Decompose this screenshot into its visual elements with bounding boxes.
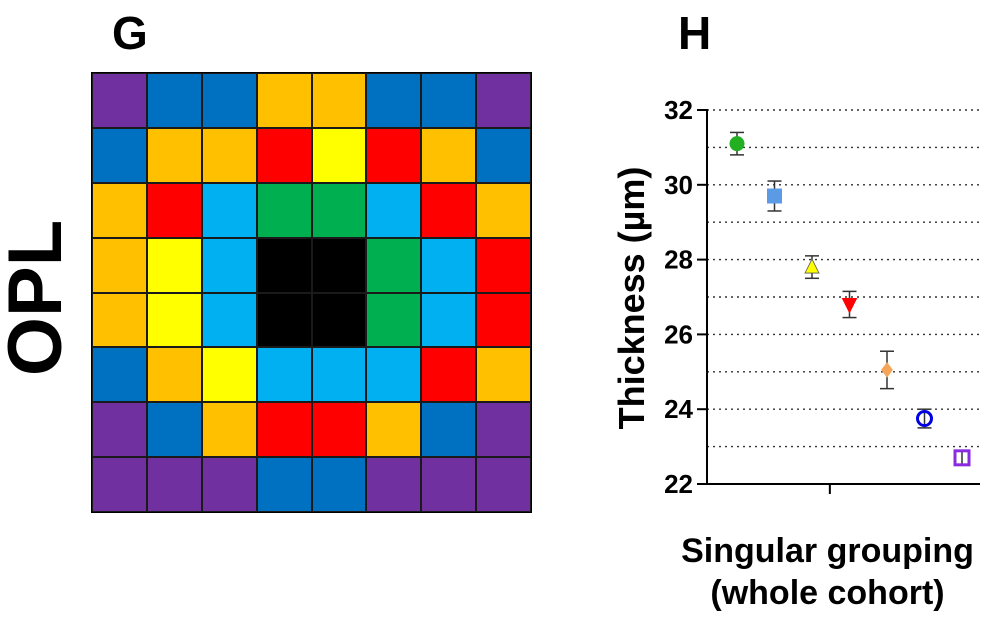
data-point-7: [953, 449, 971, 467]
grid-cell-r3-c3: [201, 182, 257, 238]
grid-cell-r3-c7: [421, 182, 477, 238]
grid-cell-r6-c7: [421, 347, 477, 403]
grid-cell-r4-c7: [421, 237, 477, 293]
grid-cell-r8-c2: [146, 457, 202, 512]
y-tick-label-28: 28: [664, 245, 693, 275]
grid-cell-r5-c3: [201, 292, 257, 348]
data-point-4: [841, 297, 858, 314]
grid-cell-r7-c5: [311, 402, 367, 458]
grid-cell-r2-c3: [201, 127, 257, 183]
grid-cell-r2-c5: [311, 127, 367, 183]
grid-cell-r6-c4: [256, 347, 312, 403]
grid-cell-r4-c4: [256, 237, 312, 293]
grid-cell-r4-c8: [476, 237, 531, 293]
grid-cell-r2-c2: [146, 127, 202, 183]
grid-cell-r4-c6: [366, 237, 422, 293]
grid-cell-r8-c8: [476, 457, 531, 512]
y-tick-label-26: 26: [664, 319, 693, 349]
data-point-6: [916, 410, 933, 428]
grid-cell-r5-c8: [476, 292, 531, 348]
grid-cell-r7-c1: [92, 402, 147, 458]
grid-cell-r1-c6: [366, 73, 422, 128]
grid-cell-r1-c1: [92, 73, 147, 128]
data-point-1: [729, 136, 745, 152]
grid-cell-r7-c4: [256, 402, 312, 458]
data-points: [729, 131, 971, 467]
grid-cell-r7-c7: [421, 402, 477, 458]
grid-cell-r7-c2: [146, 402, 202, 458]
y-tick-label-30: 30: [664, 170, 693, 200]
grid-cell-r6-c6: [366, 347, 422, 403]
layer-label: OPL: [0, 219, 78, 377]
y-tick-label-22: 22: [664, 469, 693, 499]
grid-cell-r6-c2: [146, 347, 202, 403]
grid-cell-r3-c8: [476, 182, 531, 238]
grid-cell-r8-c4: [256, 457, 312, 512]
grid-cell-r7-c6: [366, 402, 422, 458]
grid-cell-r6-c1: [92, 347, 147, 403]
grid-cell-r5-c4: [256, 292, 312, 348]
grid-cell-r8-c1: [92, 457, 147, 512]
grid-cell-r7-c8: [476, 402, 531, 458]
grid-cell-r3-c6: [366, 182, 422, 238]
grid-cell-r8-c7: [421, 457, 477, 512]
grid-cell-r1-c4: [256, 73, 312, 128]
grid-cell-r1-c5: [311, 73, 367, 128]
grid-cell-r3-c1: [92, 182, 147, 238]
grid-cell-r3-c2: [146, 182, 202, 238]
grid-cell-r3-c4: [256, 182, 312, 238]
y-tick-label-24: 24: [664, 394, 693, 424]
grid-cell-r4-c3: [201, 237, 257, 293]
grid-cell-r4-c1: [92, 237, 147, 293]
grid-cell-r8-c3: [201, 457, 257, 512]
retinal-grid-heatmap: [91, 72, 532, 513]
x-axis-label-line-1: Singular grouping: [681, 532, 974, 570]
data-point-3: [804, 258, 820, 274]
error-bar-7: [955, 449, 969, 467]
x-axis-label: Singular grouping (whole cohort): [655, 530, 1000, 614]
grid-cell-r5-c5: [311, 292, 367, 348]
grid-cell-r6-c5: [311, 347, 367, 403]
grid-cell-r5-c2: [146, 292, 202, 348]
data-point-2: [767, 188, 782, 204]
y-axis-label: Thickness (µm): [611, 166, 652, 430]
axes: [706, 109, 980, 494]
grid-cell-r1-c8: [476, 73, 531, 128]
grid-cell-r5-c7: [421, 292, 477, 348]
gridlines: [707, 109, 980, 448]
grid-cell-r1-c3: [201, 73, 257, 128]
grid-cell-r6-c3: [201, 347, 257, 403]
data-point-5: [881, 362, 893, 378]
grid-cell-r2-c8: [476, 127, 531, 183]
y-ticks: 22 24 26 28 30 32: [664, 95, 707, 499]
grid-cell-r6-c8: [476, 347, 531, 403]
panel-label-g: G: [112, 7, 148, 59]
grid-cell-r5-c6: [366, 292, 422, 348]
grid-cell-r2-c4: [256, 127, 312, 183]
grid-cell-r8-c5: [311, 457, 367, 512]
panel-label-h: H: [678, 7, 712, 59]
grid-cell-r8-c6: [366, 457, 422, 512]
grid-cell-r4-c5: [311, 237, 367, 293]
grid-cell-r1-c2: [146, 73, 202, 128]
thickness-chart: 22 24 26 28 30 32: [664, 95, 980, 499]
grid-cell-r2-c1: [92, 127, 147, 183]
grid-cell-r5-c1: [92, 292, 147, 348]
y-tick-label-32: 32: [664, 95, 693, 125]
grid-cell-r3-c5: [311, 182, 367, 238]
grid-cell-r7-c3: [201, 402, 257, 458]
grid-cell-r4-c2: [146, 237, 202, 293]
x-axis-label-line-2: (whole cohort): [710, 574, 945, 612]
grid-cell-r2-c6: [366, 127, 422, 183]
grid-cell-r1-c7: [421, 73, 477, 128]
grid-cell-r2-c7: [421, 127, 477, 183]
